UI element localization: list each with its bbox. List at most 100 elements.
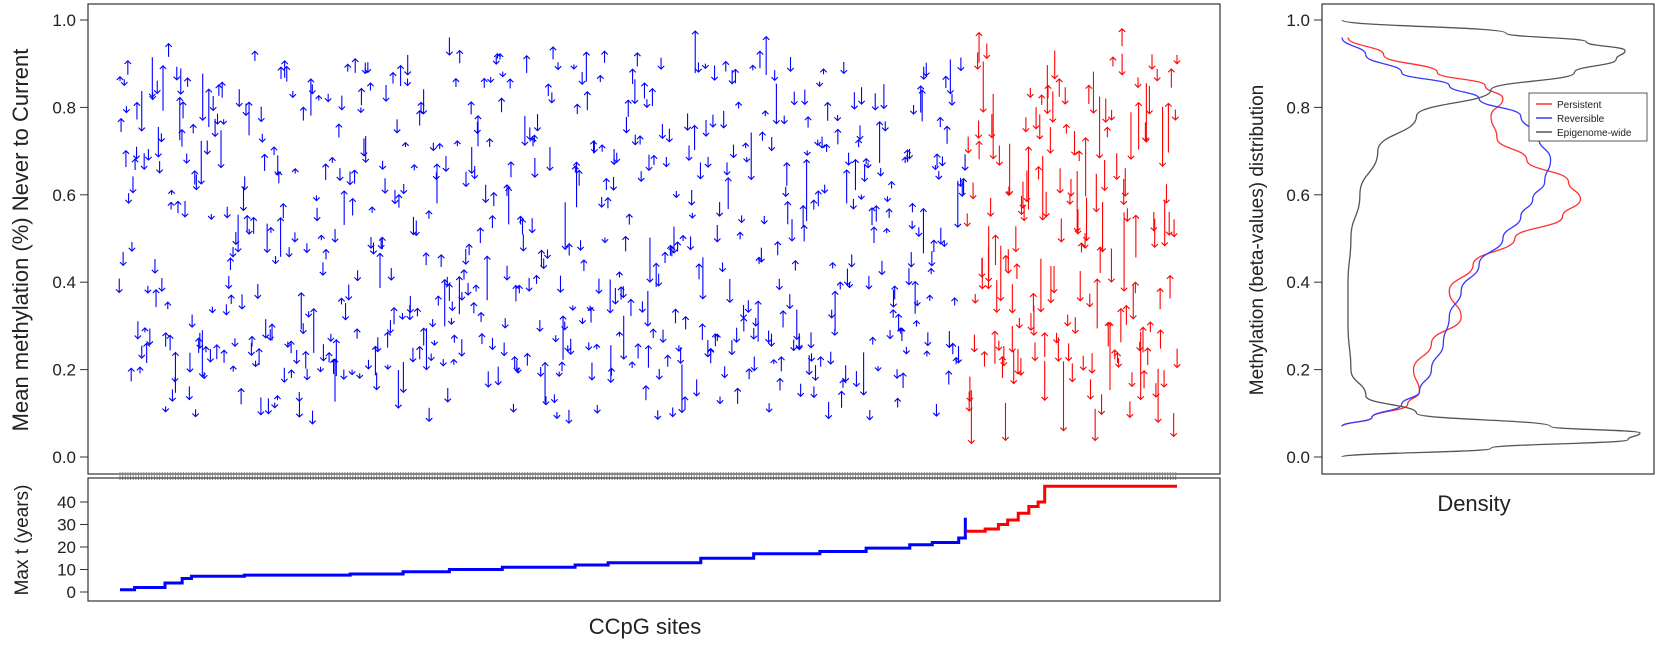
arrow-head (455, 276, 463, 281)
site-arrow-reversible (289, 90, 297, 99)
site-arrow-persistent (1068, 363, 1076, 383)
site-arrow-reversible (537, 367, 545, 377)
site-arrow-reversible (391, 189, 399, 205)
site-arrow-reversible (168, 189, 176, 195)
site-arrow-reversible (682, 315, 690, 330)
site-arrow-reversible (576, 240, 585, 251)
arrow-head (331, 238, 339, 243)
arrow-head (738, 218, 746, 224)
site-arrow-reversible (556, 275, 565, 293)
arrow-head (222, 311, 230, 316)
site-arrow-reversible (496, 52, 504, 60)
arrow-head (865, 285, 873, 290)
arrow-head (776, 377, 784, 383)
site-arrow-reversible (307, 78, 315, 116)
arrow-head (811, 376, 820, 382)
arrow-head (284, 343, 292, 348)
site-arrow-persistent (1140, 370, 1148, 389)
arrow-head (168, 189, 176, 195)
arrow-head (181, 213, 189, 218)
site-arrow-persistent (970, 334, 979, 353)
site-arrow-reversible (384, 364, 392, 370)
site-arrow-reversible (898, 327, 906, 342)
site-arrow-persistent (1043, 65, 1051, 115)
arrow-head (511, 355, 519, 361)
site-arrow-reversible (818, 136, 826, 149)
arrow-head (482, 198, 490, 204)
site-arrow-reversible (704, 156, 712, 168)
arrow-head (559, 315, 567, 320)
site-arrow-persistent (1070, 131, 1079, 156)
arrow-head (980, 350, 989, 356)
site-arrow-reversible (736, 231, 744, 240)
site-arrow-reversible (672, 191, 680, 199)
site-arrow-reversible (688, 212, 696, 219)
site-arrow-reversible (664, 354, 672, 367)
arrow-head (229, 253, 237, 258)
arrow-head (488, 345, 497, 351)
site-arrow-reversible (870, 226, 878, 244)
site-arrow-reversible (409, 216, 418, 236)
arrow-head (509, 408, 518, 413)
site-arrow-reversible (540, 258, 548, 270)
arrow-head (600, 50, 609, 55)
arrow-head (615, 331, 624, 336)
site-arrow-reversible (686, 236, 695, 251)
arrow-head (238, 305, 246, 310)
site-arrow-reversible (497, 97, 506, 113)
site-arrow-reversible (530, 134, 538, 143)
arrow-head (1008, 348, 1016, 353)
site-arrow-persistent (1098, 202, 1107, 253)
site-arrow-reversible (319, 262, 327, 276)
site-arrow-reversible (368, 206, 376, 213)
arrow-head (156, 169, 164, 174)
site-arrow-reversible (268, 323, 276, 341)
site-arrow-reversible (627, 298, 635, 316)
site-arrow-persistent (1046, 127, 1054, 154)
arrow-head (225, 284, 233, 290)
arrow-head (670, 249, 678, 254)
arrow-head (1111, 349, 1119, 354)
arrow-head (571, 165, 579, 170)
site-arrow-reversible (238, 294, 246, 310)
site-arrow-reversible (141, 327, 149, 333)
site-arrow-reversible (578, 317, 587, 325)
site-arrow-reversible (153, 80, 161, 95)
site-arrow-persistent (1056, 168, 1064, 194)
site-arrow-reversible (177, 68, 185, 95)
site-arrow-reversible (357, 107, 365, 114)
site-arrow-reversible (257, 106, 265, 123)
arrow-head (263, 248, 271, 254)
site-arrow-reversible (707, 347, 715, 364)
site-arrow-reversible (410, 163, 418, 171)
site-arrow-reversible (382, 84, 390, 102)
site-arrow-reversible (570, 64, 578, 70)
site-arrow-persistent (1076, 270, 1084, 302)
arrow-head (207, 215, 215, 221)
site-arrow-reversible (499, 71, 507, 78)
arrow-head (553, 414, 561, 420)
site-arrow-reversible (933, 153, 941, 167)
main-y-tick-label: 0.0 (52, 448, 76, 467)
site-arrow-reversible (856, 125, 864, 141)
site-arrow-reversible (724, 177, 732, 210)
arrow-head (390, 306, 398, 312)
arrow-head (674, 241, 682, 246)
arrow-head (688, 201, 696, 206)
site-arrow-reversible (742, 142, 750, 149)
arrow-head (1014, 370, 1022, 375)
arrow-head (496, 52, 504, 58)
arrow-head (251, 50, 259, 55)
site-arrow-reversible (721, 366, 729, 379)
site-arrow-reversible (765, 330, 773, 344)
site-arrow-reversible (462, 248, 470, 265)
site-arrow-reversible (831, 290, 839, 331)
site-arrow-reversible (735, 101, 743, 109)
site-arrow-reversible (814, 139, 822, 147)
site-arrow-persistent (985, 226, 993, 283)
arrow-head (927, 267, 935, 273)
site-arrow-reversible (458, 292, 466, 301)
arrow-head (505, 186, 513, 192)
arrow-head (1156, 329, 1165, 334)
site-arrow-reversible (549, 46, 557, 60)
